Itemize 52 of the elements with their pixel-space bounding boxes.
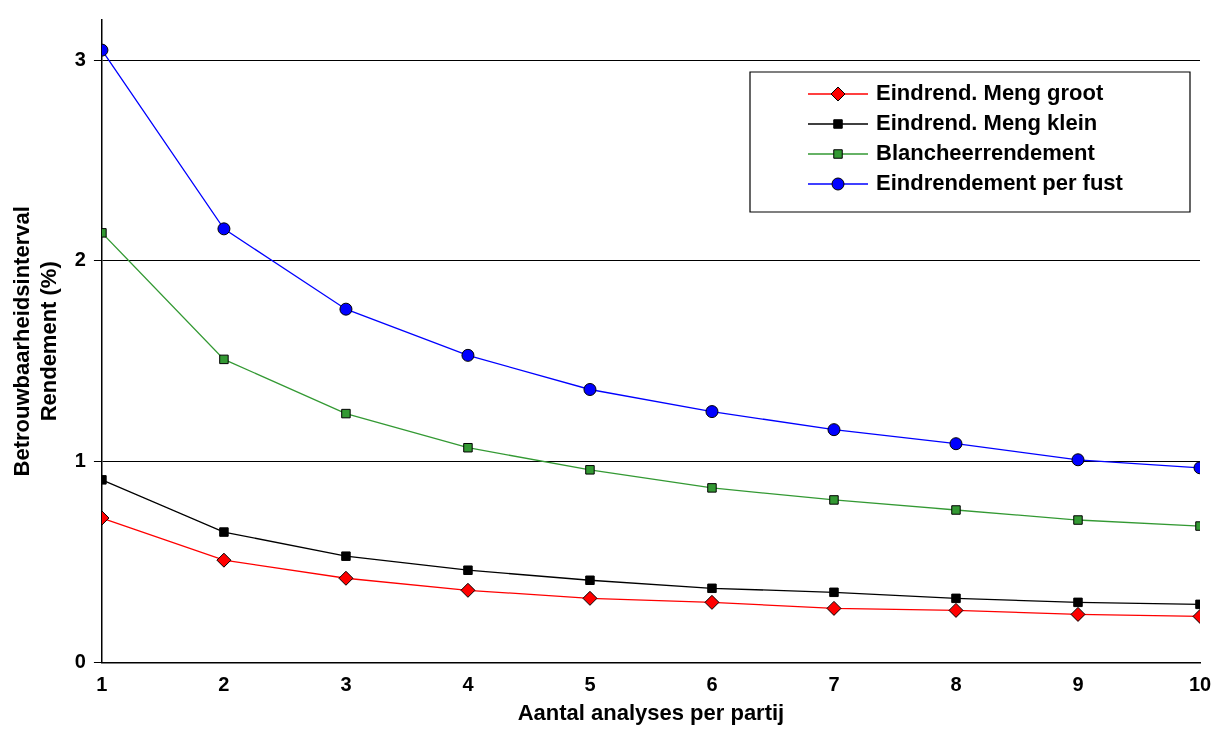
y-axis-title: Betrouwbaarheidsinterval Rendement (%) [9, 206, 61, 477]
point [951, 593, 961, 604]
point [1073, 515, 1083, 525]
y-tick-label: 2 [74, 248, 86, 271]
x-tick-label: 1 [96, 673, 108, 696]
point [463, 442, 473, 453]
x-tick-label: 9 [1072, 673, 1084, 696]
point [216, 552, 232, 568]
legend-label: Blancheerrendement [876, 140, 1096, 166]
legend-label: Eindrend. Meng groot [876, 80, 1104, 106]
point [341, 408, 351, 419]
x-tick-label: 7 [828, 673, 840, 696]
x-tick-label: 4 [462, 673, 475, 696]
x-tick-label: 6 [706, 673, 718, 696]
point [582, 590, 598, 606]
point [338, 570, 354, 586]
point [707, 583, 717, 594]
point [460, 582, 476, 598]
legend-label: Eindrend. Meng klein [876, 110, 1098, 136]
point [707, 483, 717, 493]
x-axis-title: Aantal analyses per partij [517, 699, 785, 725]
point [583, 383, 597, 396]
point [826, 600, 842, 616]
x-tick-label: 5 [584, 673, 596, 696]
y-tick-label: 3 [74, 47, 86, 70]
point [951, 505, 961, 515]
point [704, 594, 720, 610]
point [829, 587, 839, 598]
x-tick-label: 2 [218, 673, 230, 696]
point [461, 348, 475, 362]
point [1070, 606, 1086, 622]
point [949, 437, 963, 451]
point [217, 222, 231, 236]
point [341, 551, 351, 561]
y-tick-label: 0 [74, 650, 86, 673]
point [339, 302, 353, 316]
legend-label: Eindrendement per fust [876, 170, 1124, 196]
point [705, 405, 719, 419]
point [948, 602, 964, 618]
point [585, 465, 595, 475]
point [827, 423, 841, 437]
point [463, 565, 473, 575]
point [219, 527, 229, 537]
point [219, 354, 229, 365]
x-tick-label: 8 [950, 673, 962, 696]
x-tick-label: 3 [340, 673, 352, 696]
point [1071, 453, 1085, 467]
y-tick-label: 1 [74, 449, 86, 472]
x-tick-label: 10 [1188, 673, 1212, 696]
point [1073, 597, 1083, 608]
point [585, 575, 595, 586]
point [829, 495, 839, 505]
